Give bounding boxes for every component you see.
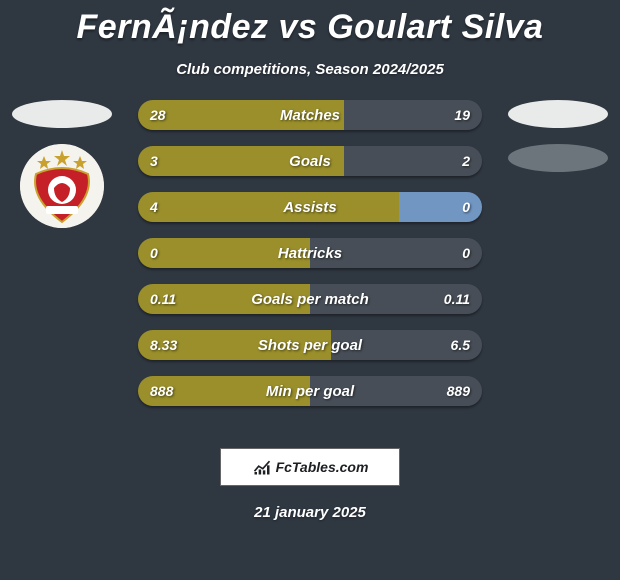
- attribution-text: FcTables.com: [276, 459, 369, 475]
- stat-bar-player2: [310, 238, 482, 268]
- stat-bar-player2: [344, 146, 482, 176]
- stat-row: Min per goal888889: [138, 376, 482, 406]
- stat-row: Assists40: [138, 192, 482, 222]
- stat-bar-player2: [344, 100, 482, 130]
- stat-bar-player1: [138, 330, 331, 360]
- chart-icon: [252, 457, 272, 477]
- player2-placeholder-oval-2: [508, 144, 608, 172]
- player2-column: [504, 100, 612, 188]
- stat-bar-player1: [138, 192, 399, 222]
- player2-placeholder-oval-1: [508, 100, 608, 128]
- stat-bar-player2: [331, 330, 482, 360]
- comparison-bars: Matches2819 Goals32 Assists40 Hattricks00 Go…: [138, 100, 482, 422]
- stat-bar-player1: [138, 376, 310, 406]
- page-title: FernÃ¡ndez vs Goulart Silva: [0, 0, 620, 47]
- attribution-badge: FcTables.com: [220, 448, 400, 486]
- stat-row: Goals per match0.110.11: [138, 284, 482, 314]
- stat-bar-player2: [399, 192, 482, 222]
- stat-row: Goals32: [138, 146, 482, 176]
- stat-bar-player1: [138, 284, 310, 314]
- player1-column: [8, 100, 116, 228]
- stat-row: Shots per goal8.336.5: [138, 330, 482, 360]
- stat-bar-player1: [138, 146, 344, 176]
- stat-bar-player1: [138, 238, 310, 268]
- player1-placeholder-oval: [12, 100, 112, 128]
- stats-area: Matches2819Goals32Assists40Hattricks00Go…: [0, 106, 620, 436]
- subtitle: Club competitions, Season 2024/2025: [0, 61, 620, 78]
- date-text: 21 january 2025: [0, 504, 620, 521]
- stat-bar-player2: [310, 284, 482, 314]
- player1-club-crest: [20, 144, 104, 228]
- benfica-crest-icon: [20, 144, 104, 228]
- stat-row: Hattricks00: [138, 238, 482, 268]
- stat-bar-player2: [310, 376, 482, 406]
- stat-row: Matches2819: [138, 100, 482, 130]
- stat-bar-player1: [138, 100, 344, 130]
